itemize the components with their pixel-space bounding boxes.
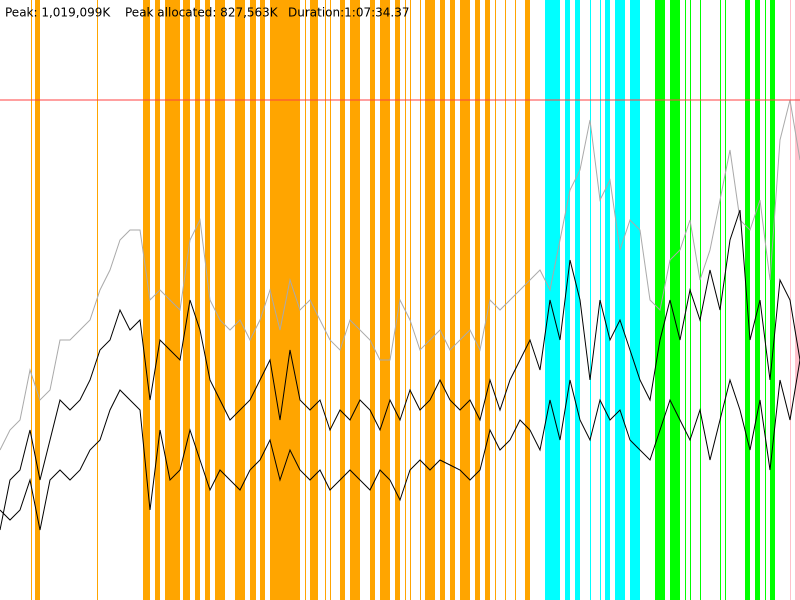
event-span — [485, 0, 490, 600]
event-span — [755, 0, 760, 600]
event-span — [655, 0, 665, 600]
event-span — [380, 0, 390, 600]
event-span — [195, 0, 200, 600]
event-span — [370, 0, 375, 600]
event-span — [165, 0, 180, 600]
series-line — [0, 99, 800, 451]
event-span — [700, 0, 701, 600]
event-span — [670, 0, 680, 600]
event-span — [350, 0, 360, 600]
event-span — [545, 0, 560, 600]
event-span — [183, 0, 190, 600]
duration-text: Duration:1:07:34.37 — [288, 6, 410, 20]
event-span — [270, 0, 300, 600]
event-span — [575, 0, 580, 600]
event-span — [325, 0, 326, 600]
event-span — [425, 0, 435, 600]
event-span — [215, 0, 225, 600]
event-span — [565, 0, 570, 600]
event-span — [525, 0, 530, 600]
peak-allocated-text: Peak allocated: 827,563K — [125, 6, 279, 20]
event-span — [305, 0, 306, 600]
series-line — [0, 209, 800, 531]
event-span — [235, 0, 245, 600]
event-span — [615, 0, 625, 600]
event-span — [250, 0, 256, 600]
event-span — [155, 0, 160, 600]
event-span — [460, 0, 470, 600]
lines — [0, 99, 800, 531]
event-span — [475, 0, 480, 600]
peak-text: Peak: 1,019,099K — [5, 6, 111, 20]
event-span — [31, 0, 32, 600]
event-span — [720, 0, 721, 600]
event-span — [420, 0, 421, 600]
event-span — [310, 0, 318, 600]
event-span — [765, 0, 766, 600]
event-span — [405, 0, 406, 600]
event-span — [685, 0, 686, 600]
event-span — [410, 0, 411, 600]
event-span — [143, 0, 150, 600]
event-span — [590, 0, 591, 600]
event-span — [395, 0, 400, 600]
event-span — [515, 0, 516, 600]
series-line — [0, 359, 800, 531]
event-span — [330, 0, 331, 600]
events — [31, 0, 800, 600]
event-span — [505, 0, 506, 600]
event-span — [97, 0, 98, 600]
event-span — [605, 0, 610, 600]
header: Peak: 1,019,099K Peak allocated: 827,563… — [5, 6, 410, 20]
event-span — [205, 0, 210, 600]
event-span — [745, 0, 750, 600]
event-span — [440, 0, 445, 600]
event-span — [450, 0, 455, 600]
event-span — [725, 0, 726, 600]
event-span — [260, 0, 265, 600]
event-span — [795, 0, 800, 600]
event-span — [495, 0, 496, 600]
event-span — [35, 0, 40, 600]
event-span — [630, 0, 640, 600]
event-span — [770, 0, 775, 600]
event-span — [340, 0, 345, 600]
event-span — [690, 0, 691, 600]
